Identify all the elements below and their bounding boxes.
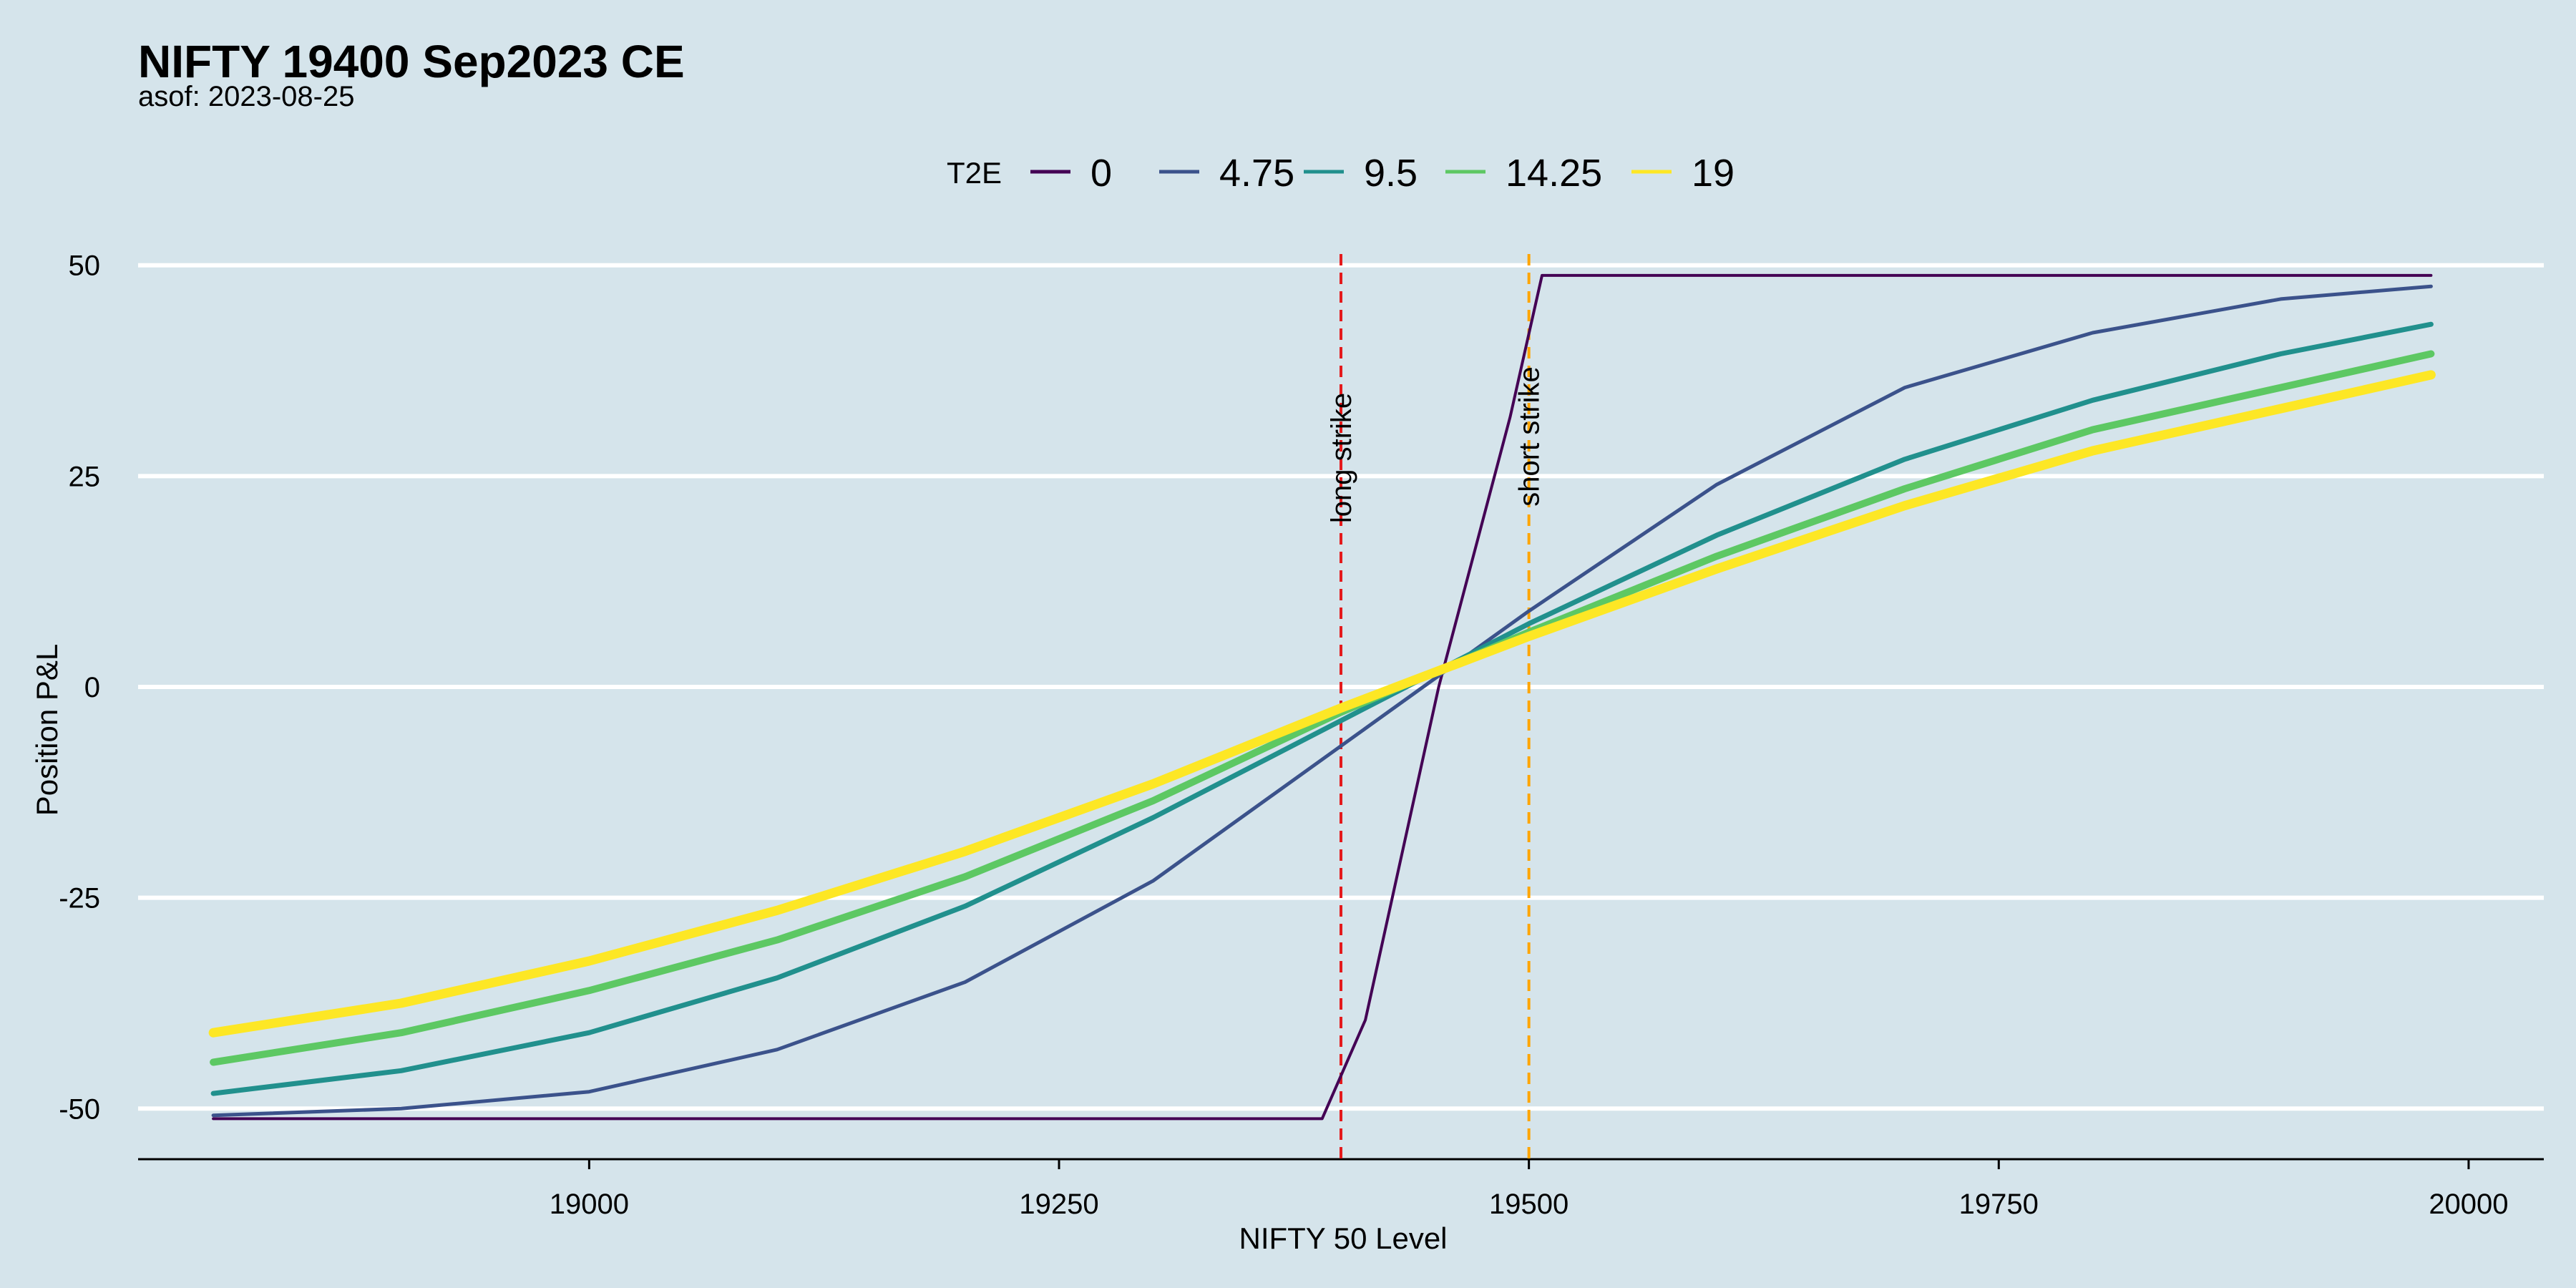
y-axis: 50 25 0 -25 -50 <box>59 250 100 1126</box>
legend-label: 14.25 <box>1506 152 1602 195</box>
x-tick-label: 20000 <box>2429 1189 2508 1220</box>
x-tick-label: 19250 <box>1019 1189 1098 1220</box>
y-tick-label: -50 <box>59 1093 100 1125</box>
x-tick-label: 19750 <box>1959 1189 2039 1220</box>
y-tick-label: -25 <box>59 883 100 914</box>
strike-label-1: short strike <box>1514 366 1546 507</box>
chart-subtitle: asof: 2023-08-25 <box>138 81 354 112</box>
chart-title: NIFTY 19400 Sep2023 CE <box>138 36 685 87</box>
series-line-14.25 <box>210 350 2435 1066</box>
legend-label: 0 <box>1091 152 1112 195</box>
y-axis-title: Position P&L <box>30 644 64 816</box>
legend-label: 9.5 <box>1364 152 1418 195</box>
y-tick-label: 50 <box>69 250 101 282</box>
legend-label: 19 <box>1692 152 1735 195</box>
legend-label: 4.75 <box>1219 152 1294 195</box>
x-tick-label: 19500 <box>1489 1189 1568 1220</box>
x-axis: 19000 19250 19500 19750 20000 <box>138 1158 2544 1220</box>
x-tick-label: 19000 <box>550 1189 629 1220</box>
series-lines <box>208 273 2436 1121</box>
series-line-9.5 <box>210 321 2434 1096</box>
series-line-0 <box>212 273 2433 1121</box>
legend: T2E 0 4.75 9.5 14.25 19 <box>947 152 1735 195</box>
y-tick-label: 0 <box>84 672 100 703</box>
strike-label-0: long strike <box>1326 393 1357 523</box>
series-line-19 <box>208 370 2436 1038</box>
legend-title: T2E <box>947 156 1002 190</box>
x-axis-title: NIFTY 50 Level <box>1239 1221 1447 1255</box>
series-line-4.75 <box>211 284 2433 1118</box>
y-tick-label: 25 <box>69 461 101 492</box>
